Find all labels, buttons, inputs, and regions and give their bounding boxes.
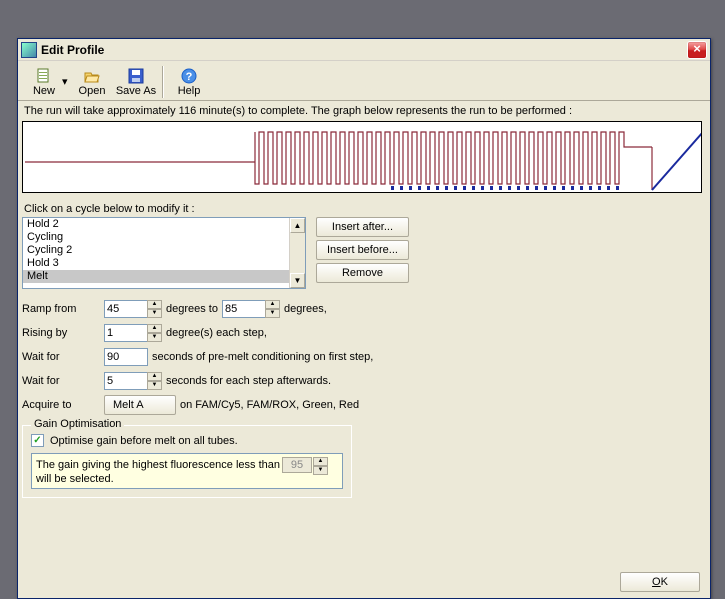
ok-label: K bbox=[661, 576, 668, 588]
wait-for-2-suffix: seconds for each step afterwards. bbox=[166, 375, 331, 387]
insert-before-button[interactable]: Insert before... bbox=[316, 240, 409, 260]
wait-for-1-label: Wait for bbox=[22, 351, 104, 363]
rising-by-suffix: degree(s) each step, bbox=[166, 327, 267, 339]
wait-for-1-input[interactable]: 90 bbox=[104, 348, 148, 366]
saveas-button[interactable]: Save As bbox=[114, 63, 158, 101]
content: The run will take approximately 116 minu… bbox=[18, 101, 710, 502]
help-icon: ? bbox=[180, 67, 198, 85]
acquire-to-suffix: on FAM/Cy5, FAM/ROX, Green, Red bbox=[180, 399, 359, 411]
help-label: Help bbox=[178, 85, 201, 97]
params: Ramp from 45 ▲▼ degrees to 85 ▲▼ degrees… bbox=[22, 297, 706, 417]
gain-optimisation-group: Gain Optimisation ✓ Optimise gain before… bbox=[22, 425, 352, 498]
wait-for-2-label: Wait for bbox=[22, 375, 104, 387]
edit-profile-window: Edit Profile × New ▾ Open Save As ? bbox=[17, 38, 711, 599]
open-button[interactable]: Open bbox=[70, 63, 114, 101]
scrollbar[interactable]: ▲ ▼ bbox=[289, 218, 305, 288]
degrees-to-label: degrees to bbox=[166, 303, 218, 315]
gain-info-box: The gain giving the highest fluorescence… bbox=[31, 453, 343, 489]
acquire-to-button[interactable]: Melt A bbox=[104, 395, 176, 415]
save-icon bbox=[127, 67, 145, 85]
ramp-to-spinner[interactable]: ▲▼ bbox=[265, 300, 280, 318]
gain-threshold-input[interactable]: 95 bbox=[282, 457, 312, 473]
cycle-list[interactable]: Hold 2CyclingCycling 2Hold 3Melt ▲ ▼ bbox=[22, 217, 306, 289]
ramp-to-input[interactable]: 85 bbox=[222, 300, 266, 318]
degrees-suffix: degrees, bbox=[284, 303, 327, 315]
ok-button[interactable]: OK bbox=[620, 572, 700, 592]
rising-by-spinner[interactable]: ▲▼ bbox=[147, 324, 162, 342]
list-item[interactable]: Cycling bbox=[23, 231, 305, 244]
list-item[interactable]: Hold 2 bbox=[23, 218, 305, 231]
scroll-down-icon[interactable]: ▼ bbox=[290, 273, 305, 288]
app-icon bbox=[21, 42, 37, 58]
optimise-gain-label: Optimise gain before melt on all tubes. bbox=[50, 435, 238, 447]
wait-for-2-input[interactable]: 5 bbox=[104, 372, 148, 390]
remove-button[interactable]: Remove bbox=[316, 263, 409, 283]
new-icon bbox=[35, 67, 53, 85]
toolbar-separator bbox=[162, 66, 163, 98]
list-item[interactable]: Hold 3 bbox=[23, 257, 305, 270]
open-label: Open bbox=[79, 85, 106, 97]
gain-info-post: will be selected. bbox=[36, 473, 338, 485]
gain-threshold-spinner[interactable]: ▲▼ bbox=[313, 457, 328, 473]
new-label: New bbox=[33, 85, 55, 97]
acquire-to-label: Acquire to bbox=[22, 399, 104, 411]
open-icon bbox=[83, 67, 101, 85]
svg-text:?: ? bbox=[186, 71, 193, 83]
window-title: Edit Profile bbox=[41, 43, 687, 57]
gain-legend: Gain Optimisation bbox=[31, 418, 124, 430]
list-item[interactable]: Cycling 2 bbox=[23, 244, 305, 257]
ramp-from-spinner[interactable]: ▲▼ bbox=[147, 300, 162, 318]
ramp-from-label: Ramp from bbox=[22, 303, 104, 315]
toolbar: New ▾ Open Save As ? Help bbox=[18, 61, 710, 101]
help-button[interactable]: ? Help bbox=[167, 63, 211, 101]
ramp-from-input[interactable]: 45 bbox=[104, 300, 148, 318]
list-item[interactable]: Melt bbox=[23, 270, 305, 283]
close-icon[interactable]: × bbox=[687, 41, 707, 59]
saveas-label: Save As bbox=[116, 85, 156, 97]
optimise-gain-checkbox[interactable]: ✓ bbox=[31, 434, 44, 447]
scroll-up-icon[interactable]: ▲ bbox=[290, 218, 305, 233]
insert-after-button[interactable]: Insert after... bbox=[316, 217, 409, 237]
new-dropdown[interactable]: ▾ bbox=[62, 75, 70, 88]
run-graph bbox=[22, 121, 702, 193]
rising-by-label: Rising by bbox=[22, 327, 104, 339]
cycle-prompt: Click on a cycle below to modify it : bbox=[24, 203, 706, 215]
status-text: The run will take approximately 116 minu… bbox=[22, 103, 706, 121]
gain-info-pre: The gain giving the highest fluorescence… bbox=[36, 459, 280, 471]
rising-by-input[interactable]: 1 bbox=[104, 324, 148, 342]
wait-for-1-suffix: seconds of pre-melt conditioning on firs… bbox=[152, 351, 373, 363]
new-button[interactable]: New bbox=[22, 63, 66, 101]
titlebar: Edit Profile × bbox=[18, 39, 710, 61]
wait-for-2-spinner[interactable]: ▲▼ bbox=[147, 372, 162, 390]
